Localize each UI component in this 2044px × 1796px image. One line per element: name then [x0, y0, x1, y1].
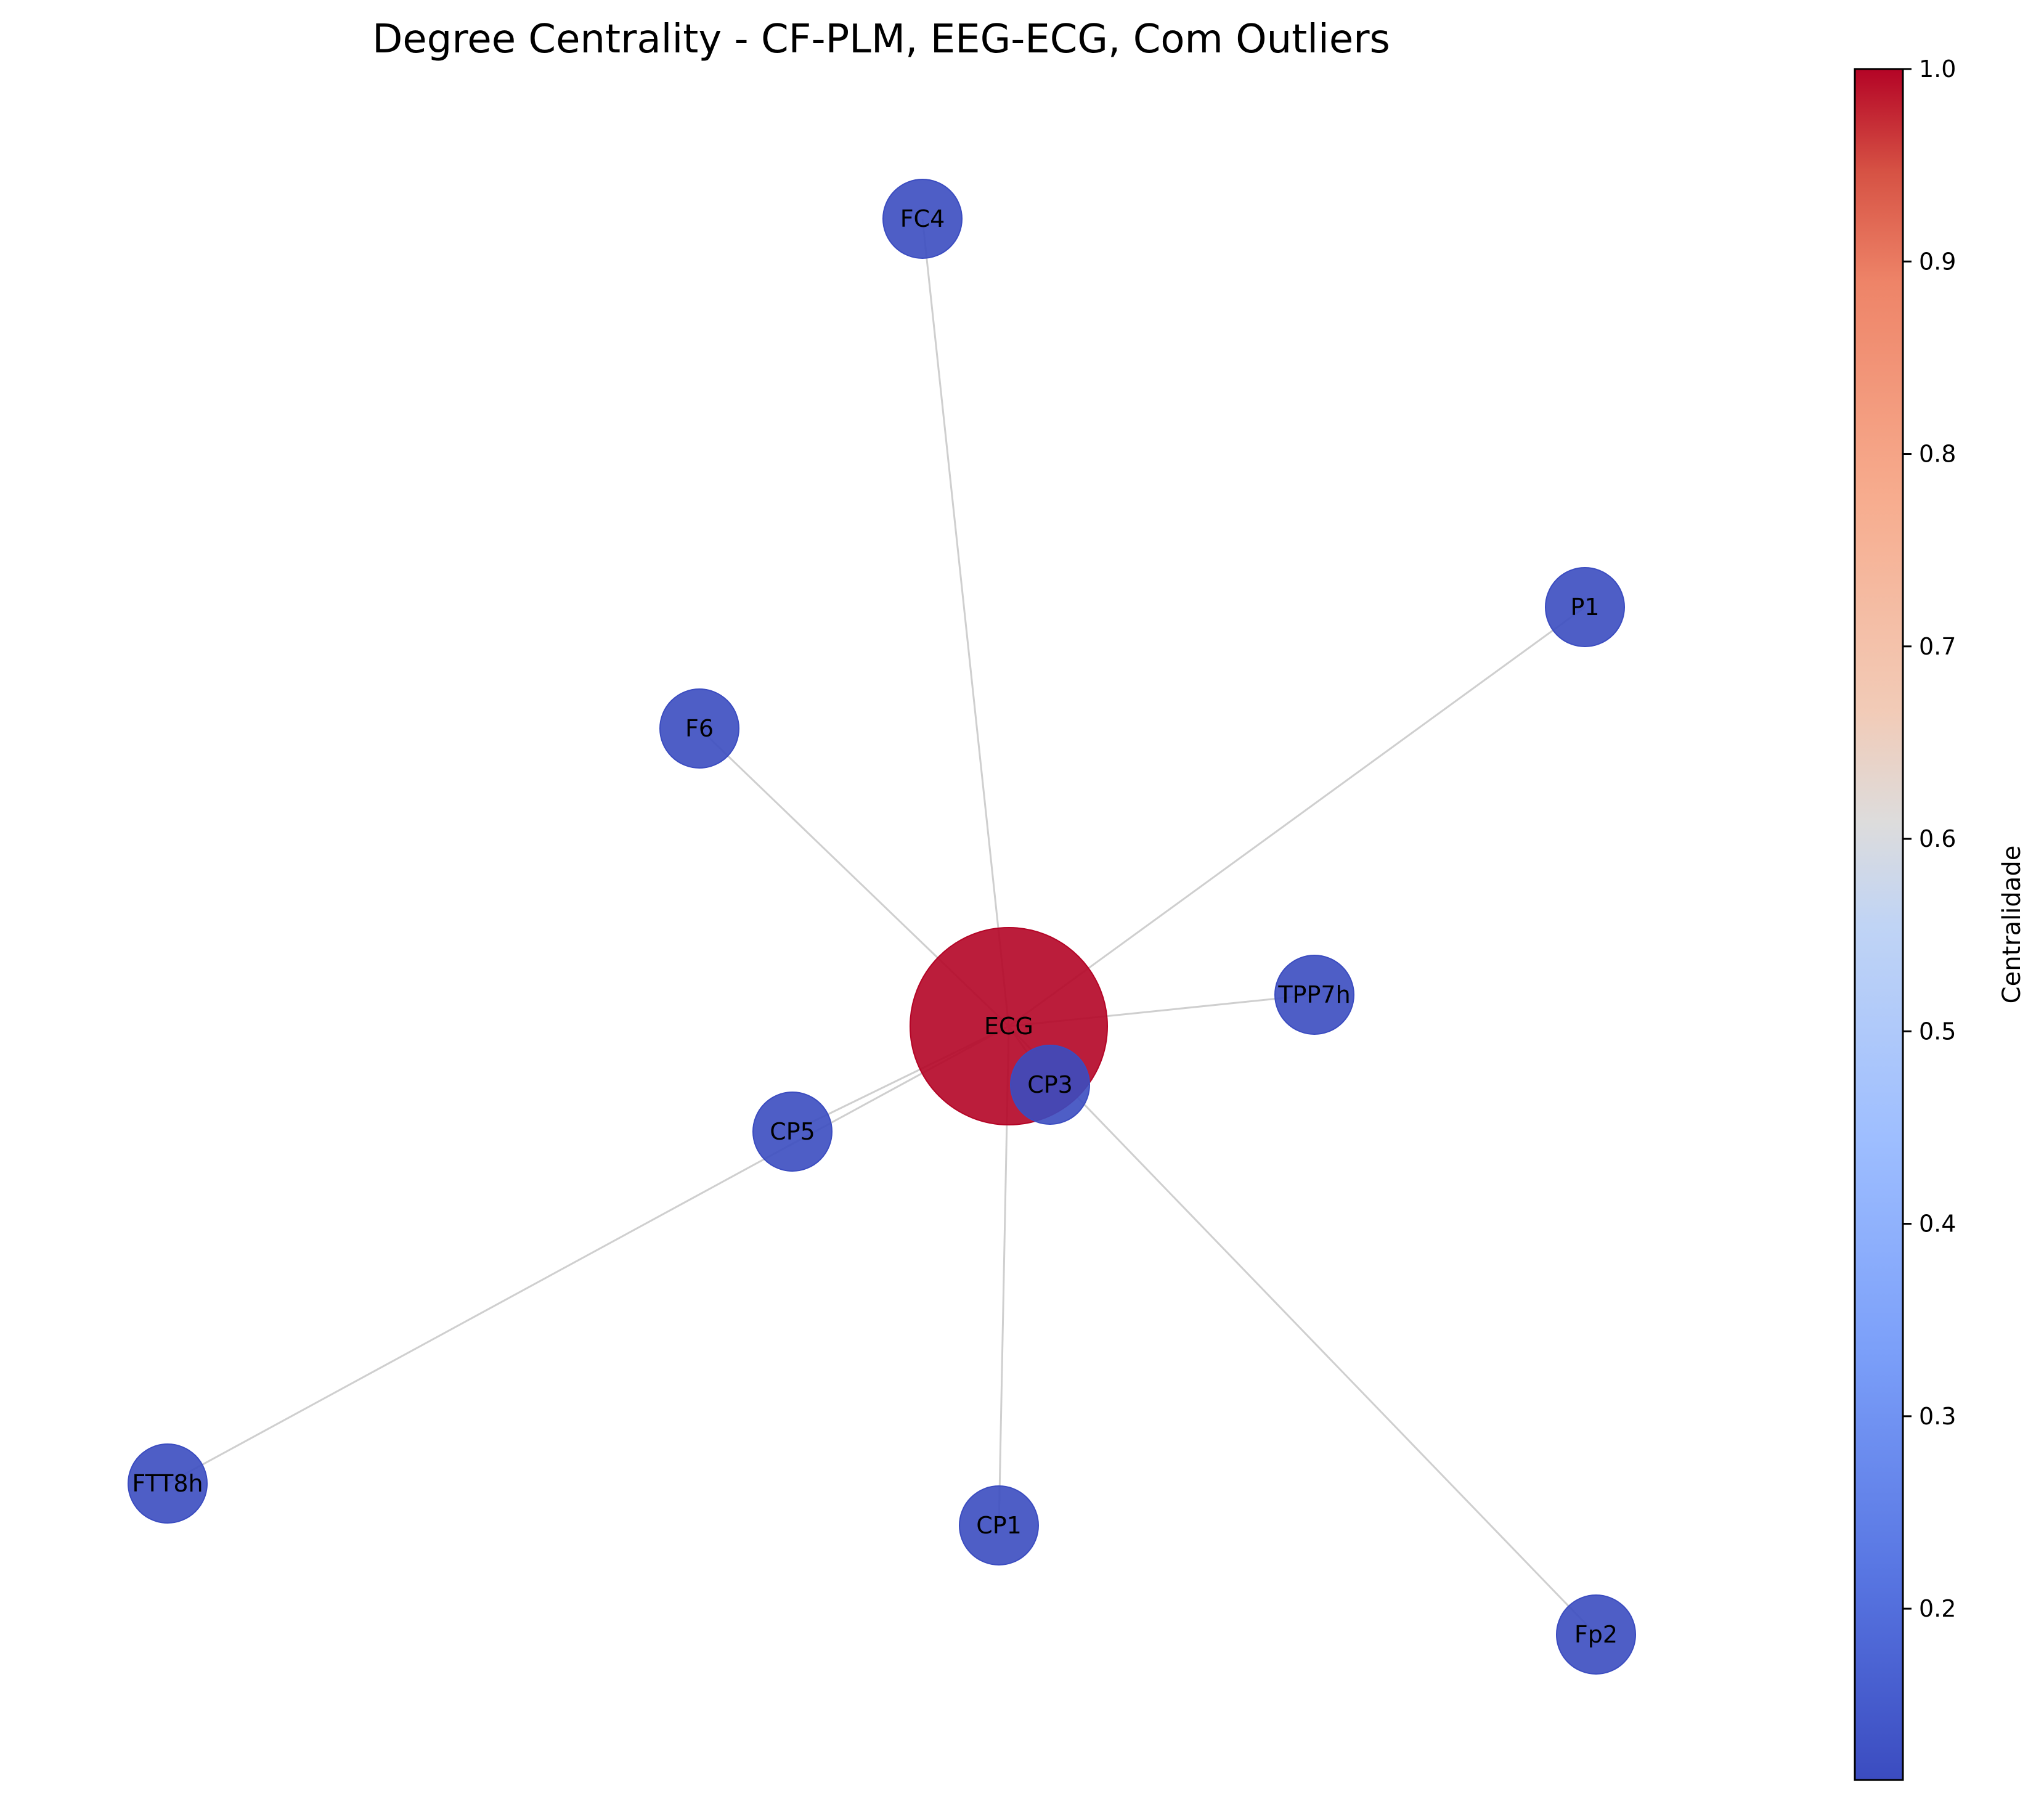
- colorbar-frame: [1854, 68, 1904, 1781]
- node-fp2: Fp2: [1556, 1594, 1636, 1675]
- node-label-cp3: CP3: [1027, 1071, 1073, 1098]
- colorbar-tick-label: 0.9: [1919, 248, 1956, 275]
- colorbar-tick-label: 0.5: [1919, 1018, 1956, 1045]
- node-ftt8h: FTT8h: [128, 1443, 208, 1524]
- node-circle-fc4: [882, 179, 963, 259]
- nodes-layer: ECG FC4 P1 F6 TPP7h CP3 CP5 FTT8h CP1 Fp2: [128, 179, 1636, 1675]
- node-f6: F6: [659, 688, 739, 769]
- node-circle-p1: [1545, 567, 1625, 647]
- colorbar: 0.2 0.3 0.4 0.5 0.6 0.7 0.8 0.9 1.0 Centralidade: [1854, 55, 2026, 1781]
- edges-layer: [167, 218, 1597, 1636]
- node-circle-cp5: [752, 1092, 833, 1172]
- colorbar-tick-label: 0.8: [1919, 441, 1956, 468]
- colorbar-tick-label: 0.7: [1919, 633, 1956, 660]
- colorbar-tick-label: 1.0: [1919, 55, 1956, 83]
- node-label-f6: F6: [685, 715, 714, 742]
- node-label-ftt8h: FTT8h: [132, 1470, 203, 1497]
- node-label-fp2: Fp2: [1574, 1621, 1618, 1648]
- node-fc4: FC4: [882, 179, 963, 259]
- node-circle-cp3: [1010, 1045, 1090, 1125]
- chart-title: Degree Centrality - CF-PLM, EEG-ECG, Com…: [372, 17, 1390, 62]
- node-label-p1: P1: [1570, 594, 1599, 621]
- node-cp5: CP5: [752, 1092, 833, 1172]
- node-label-ecg: ECG: [984, 1013, 1033, 1040]
- node-label-cp5: CP5: [770, 1118, 815, 1145]
- edge-ecg-p1: [1008, 606, 1586, 1027]
- node-circle-f6: [659, 688, 739, 769]
- node-circle-cp1: [959, 1485, 1039, 1565]
- node-p1: P1: [1545, 567, 1625, 647]
- colorbar-tick-label: 0.3: [1919, 1403, 1956, 1430]
- node-label-cp1: CP1: [976, 1512, 1022, 1539]
- edge-ecg-fp2: [1008, 1025, 1597, 1636]
- edge-ecg-ftt8h: [167, 1025, 1009, 1485]
- node-label-tpp7h: TPP7h: [1277, 981, 1350, 1008]
- colorbar-gradient: [1855, 69, 1903, 1780]
- node-circle-ftt8h: [128, 1443, 208, 1524]
- node-cp1: CP1: [959, 1485, 1039, 1565]
- colorbar-tick-label: 0.2: [1919, 1595, 1956, 1622]
- colorbar-ticks: 0.2 0.3 0.4 0.5 0.6 0.7 0.8 0.9 1.0: [1903, 55, 1956, 1622]
- node-label-fc4: FC4: [900, 205, 945, 232]
- node-circle-fp2: [1556, 1594, 1636, 1675]
- colorbar-tick-label: 0.4: [1919, 1210, 1956, 1238]
- node-cp3: CP3: [1010, 1045, 1090, 1125]
- colorbar-label: Centralidade: [1998, 846, 2026, 1004]
- colorbar-tick-label: 0.6: [1919, 825, 1956, 852]
- node-circle-tpp7h: [1274, 955, 1354, 1035]
- edge-ecg-fc4: [921, 218, 1010, 1027]
- node-tpp7h: TPP7h: [1274, 955, 1354, 1035]
